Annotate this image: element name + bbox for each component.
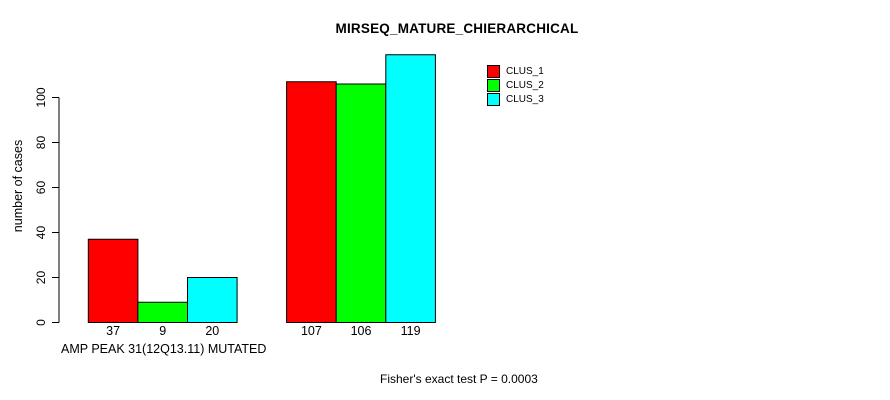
bar-CLUS_2-group-2 (335, 83, 387, 323)
legend-item-CLUS_1: CLUS_1 (487, 65, 544, 78)
bar-value-label: 106 (351, 324, 372, 338)
bar-value-label: 20 (205, 324, 219, 338)
y-tick-label: 80 (34, 136, 48, 150)
bar-value-label: 9 (159, 324, 166, 338)
chart-title: MIRSEQ_MATURE_CHIERARCHICAL (335, 21, 579, 36)
bar-value-label: 37 (106, 324, 120, 338)
y-tick-label: 100 (34, 87, 48, 107)
legend-label: CLUS_2 (506, 80, 544, 91)
bar-value-label: 107 (301, 324, 322, 338)
y-axis-label: number of cases (11, 140, 25, 232)
y-tick-label: 40 (34, 226, 48, 240)
legend-label: CLUS_1 (506, 66, 544, 77)
bar-CLUS_1-group-1 (87, 238, 139, 323)
y-tick-label: 0 (34, 319, 48, 326)
bar-CLUS_3-group-1 (187, 277, 238, 323)
bar-CLUS_3-group-2 (385, 54, 436, 323)
legend-color-swatch (487, 93, 500, 106)
bar-CLUS_1-group-2 (286, 81, 337, 323)
legend: CLUS_1 CLUS_2 CLUS_3 (487, 65, 544, 107)
y-tick-label: 60 (34, 181, 48, 195)
legend-color-swatch (487, 79, 500, 92)
legend-item-CLUS_3: CLUS_3 (487, 93, 544, 106)
bar-value-label: 119 (401, 324, 421, 338)
legend-item-CLUS_2: CLUS_2 (487, 79, 544, 92)
legend-label: CLUS_3 (506, 94, 544, 105)
legend-color-swatch (487, 65, 500, 78)
bar-CLUS_2-group-1 (137, 301, 188, 323)
y-tick-label: 20 (34, 271, 48, 285)
x-axis-label: AMP PEAK 31(12Q13.11) MUTATED (61, 342, 267, 356)
fisher-test-annotation: Fisher's exact test P = 0.0003 (380, 372, 538, 386)
